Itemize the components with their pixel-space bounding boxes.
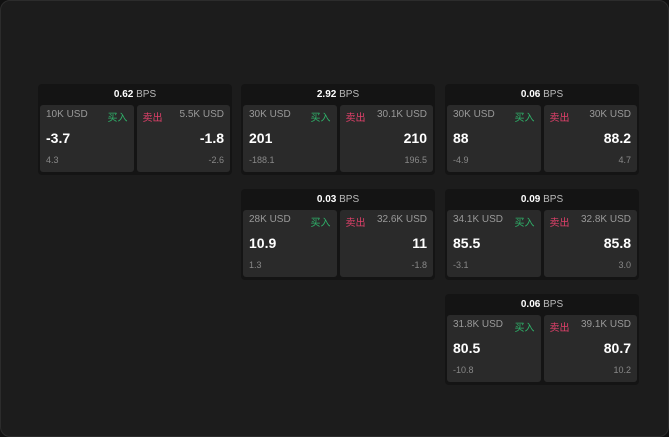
sell-label: 卖出 — [345, 113, 366, 124]
bid-size: 34.1K USD — [453, 214, 504, 225]
sell-label: 卖出 — [345, 218, 366, 229]
spread-value: 0.06 — [520, 299, 541, 310]
sell-panel[interactable]: 卖出 5.5K USD -1.8 -2.6 — [136, 105, 230, 172]
ask-price: -1.8 — [199, 130, 224, 146]
buy-panel[interactable]: 30K USD 买入 88 -4.9 — [447, 105, 541, 172]
ask-size: 32.8K USD — [580, 214, 631, 225]
buy-label: 买入 — [514, 218, 535, 229]
spread-value: 0.03 — [316, 194, 337, 205]
bid-size: 28K USD — [249, 214, 291, 225]
ask-change: 196.5 — [404, 155, 427, 165]
spread-value: 0.62 — [113, 89, 134, 100]
bid-change: -4.9 — [453, 155, 469, 165]
ask-size: 32.6K USD — [376, 214, 427, 225]
sell-panel[interactable]: 卖出 30.1K USD 210 196.5 — [339, 105, 433, 172]
ask-size: 30.1K USD — [376, 109, 427, 120]
buy-panel[interactable]: 28K USD 买入 10.9 1.3 — [243, 210, 337, 277]
spread-value: 0.06 — [520, 89, 541, 100]
ask-change: 10.2 — [613, 365, 631, 375]
sell-label: 卖出 — [549, 323, 570, 334]
ask-size: 5.5K USD — [179, 109, 224, 120]
bid-change: -10.8 — [453, 365, 474, 375]
sell-panel[interactable]: 卖出 32.6K USD 11 -1.8 — [339, 210, 433, 277]
bid-change: 1.3 — [249, 260, 262, 270]
bid-change: -3.1 — [453, 260, 469, 270]
ask-size: 30K USD — [589, 109, 631, 120]
spread-header: 2.92 BPS — [241, 84, 435, 105]
spread-unit: BPS — [339, 194, 360, 205]
bid-price: 85.5 — [453, 235, 481, 251]
sell-label: 卖出 — [142, 113, 163, 124]
quote-card: 0.62 BPS 10K USD 买入 -3.7 4.3 卖出 5.5K USD -… — [38, 84, 232, 175]
ask-size: 39.1K USD — [580, 319, 631, 330]
spread-header: 0.03 BPS — [241, 189, 435, 210]
ask-price: 80.7 — [603, 340, 631, 356]
buy-panel[interactable]: 30K USD 买入 201 -188.1 — [243, 105, 337, 172]
spread-unit: BPS — [136, 89, 157, 100]
sell-panel[interactable]: 卖出 39.1K USD 80.7 10.2 — [543, 315, 637, 382]
bid-change: -188.1 — [249, 155, 275, 165]
bid-price: 88 — [453, 130, 469, 146]
quote-card: 0.06 BPS 30K USD 买入 88 -4.9 卖出 30K USD 88.… — [445, 84, 639, 175]
bid-size: 30K USD — [453, 109, 495, 120]
buy-panel[interactable]: 34.1K USD 买入 85.5 -3.1 — [447, 210, 541, 277]
spread-header: 0.06 BPS — [445, 294, 639, 315]
spread-unit: BPS — [543, 89, 564, 100]
ask-change: 4.7 — [618, 155, 631, 165]
ask-price: 85.8 — [603, 235, 631, 251]
bid-price: 10.9 — [249, 235, 277, 251]
spread-value: 0.09 — [520, 194, 541, 205]
buy-label: 买入 — [310, 113, 331, 124]
buy-panel[interactable]: 31.8K USD 买入 80.5 -10.8 — [447, 315, 541, 382]
buy-label: 买入 — [514, 323, 535, 334]
spread-header: 0.62 BPS — [38, 84, 232, 105]
bid-price: -3.7 — [46, 130, 71, 146]
bid-change: 4.3 — [46, 155, 59, 165]
quote-card: 0.09 BPS 34.1K USD 买入 85.5 -3.1 卖出 32.8K U… — [445, 189, 639, 280]
bid-size: 10K USD — [46, 109, 88, 120]
sell-label: 卖出 — [549, 113, 570, 124]
sell-panel[interactable]: 卖出 30K USD 88.2 4.7 — [543, 105, 637, 172]
sell-label: 卖出 — [549, 218, 570, 229]
buy-panel[interactable]: 10K USD 买入 -3.7 4.3 — [40, 105, 134, 172]
ask-change: -1.8 — [411, 260, 427, 270]
ask-price: 88.2 — [603, 130, 631, 146]
ask-price: 210 — [403, 130, 427, 146]
quote-card: 0.06 BPS 31.8K USD 买入 80.5 -10.8 卖出 39.1K … — [445, 294, 639, 385]
bid-price: 80.5 — [453, 340, 481, 356]
spread-unit: BPS — [543, 299, 564, 310]
bid-size: 30K USD — [249, 109, 291, 120]
sell-panel[interactable]: 卖出 32.8K USD 85.8 3.0 — [543, 210, 637, 277]
bid-price: 201 — [249, 130, 273, 146]
ask-price: 11 — [412, 235, 427, 251]
quote-card: 2.92 BPS 30K USD 买入 201 -188.1 卖出 30.1K US… — [241, 84, 435, 175]
spread-value: 2.92 — [316, 89, 337, 100]
ask-change: 3.0 — [618, 260, 631, 270]
spread-header: 0.06 BPS — [445, 84, 639, 105]
buy-label: 买入 — [310, 218, 331, 229]
quote-card: 0.03 BPS 28K USD 买入 10.9 1.3 卖出 32.6K USD … — [241, 189, 435, 280]
spread-unit: BPS — [543, 194, 564, 205]
spread-unit: BPS — [339, 89, 360, 100]
bid-size: 31.8K USD — [453, 319, 504, 330]
buy-label: 买入 — [107, 113, 128, 124]
spread-header: 0.09 BPS — [445, 189, 639, 210]
ask-change: -2.6 — [208, 155, 224, 165]
buy-label: 买入 — [514, 113, 535, 124]
